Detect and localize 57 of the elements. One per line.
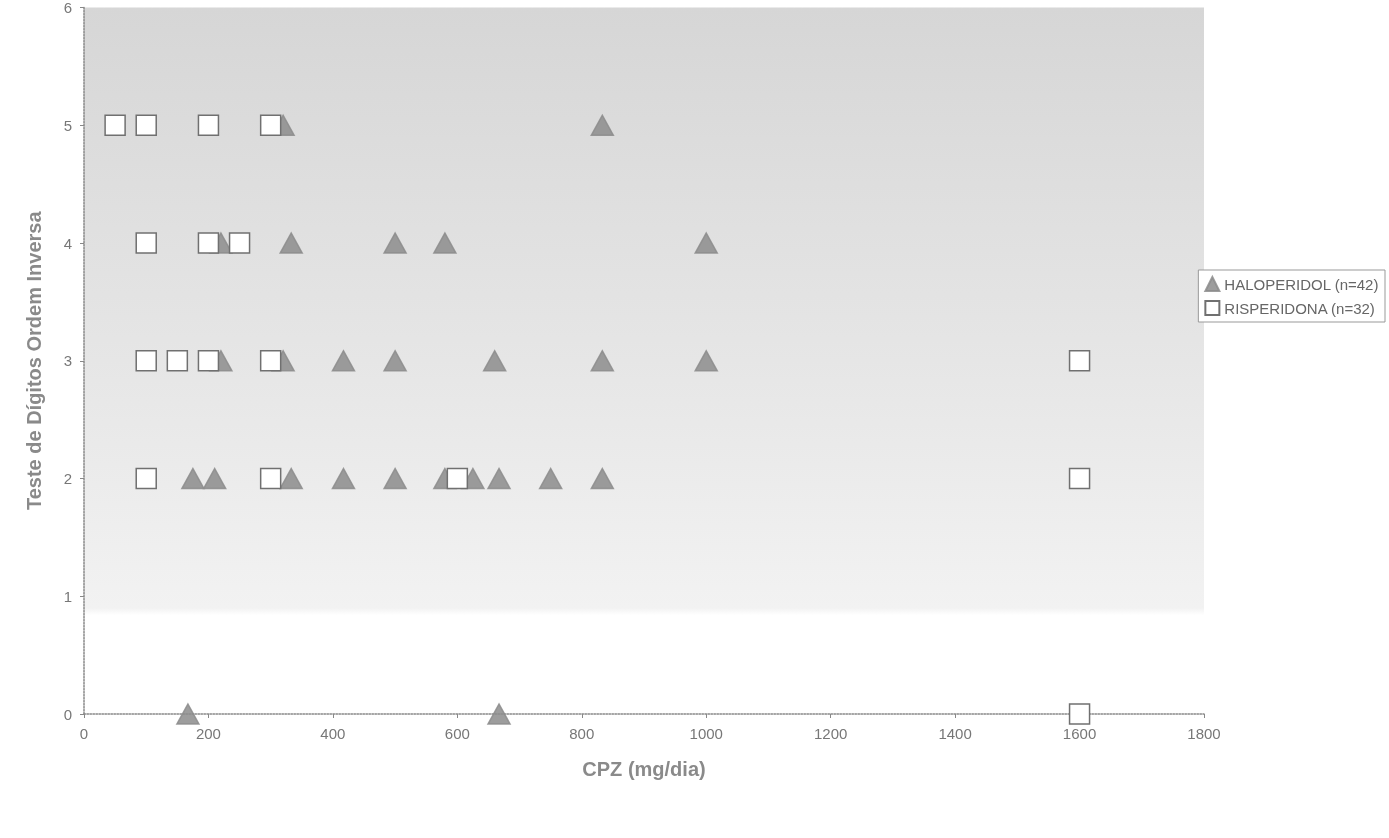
point — [590, 467, 615, 490]
point — [259, 467, 282, 490]
y-tick-label: 2 — [63, 470, 72, 487]
y-tick-label: 6 — [63, 0, 72, 16]
point — [135, 350, 157, 372]
point — [694, 232, 718, 254]
x-tick-label: 1800 — [1187, 725, 1221, 742]
point — [694, 350, 718, 372]
point — [331, 467, 356, 490]
point — [228, 232, 251, 254]
point — [176, 703, 200, 725]
x-tick-label: 1600 — [1062, 725, 1097, 742]
x-tick-label: 600 — [444, 725, 470, 742]
point — [383, 232, 407, 254]
x-tick-label: 200 — [195, 725, 221, 742]
y-tick-label: 5 — [63, 116, 72, 134]
point — [166, 350, 189, 372]
point — [383, 350, 407, 372]
point — [538, 467, 563, 490]
point — [590, 350, 615, 372]
point — [446, 467, 469, 490]
point — [331, 350, 356, 372]
legend-label: RISPERIDONA (n=32) — [1224, 299, 1375, 317]
x-tick-label: 1400 — [938, 725, 972, 742]
point — [383, 467, 407, 490]
x-tick-label: 1000 — [689, 725, 723, 742]
x-tick-label: 0 — [79, 725, 89, 742]
y-tick-label: 0 — [63, 705, 72, 723]
x-tick-label: 400 — [320, 725, 346, 742]
point — [259, 114, 282, 136]
point — [590, 114, 615, 136]
x-tick-label: 800 — [569, 725, 595, 742]
y-axis-title: Teste de Dígitos Ordem Inversa — [23, 210, 45, 511]
point — [197, 232, 220, 254]
point — [433, 232, 457, 254]
point — [135, 467, 157, 490]
point — [197, 350, 220, 372]
point — [104, 114, 126, 136]
x-axis-title: CPZ (mg/dia) — [582, 758, 706, 780]
point — [487, 703, 511, 725]
point — [1068, 467, 1091, 490]
y-tick-label: 1 — [63, 587, 72, 605]
x-tick-label: 1200 — [813, 725, 848, 742]
legend-label: HALOPERIDOL (n=42) — [1224, 275, 1379, 293]
point — [482, 350, 507, 372]
y-tick-label: 3 — [63, 352, 72, 370]
point — [181, 467, 205, 490]
point — [259, 350, 282, 372]
point — [135, 114, 157, 136]
point — [1068, 350, 1091, 372]
point — [279, 232, 303, 254]
point — [487, 467, 511, 490]
point — [135, 232, 157, 254]
point — [279, 467, 303, 490]
point — [197, 114, 220, 136]
y-tick-label: 4 — [63, 234, 72, 252]
point — [202, 467, 227, 490]
